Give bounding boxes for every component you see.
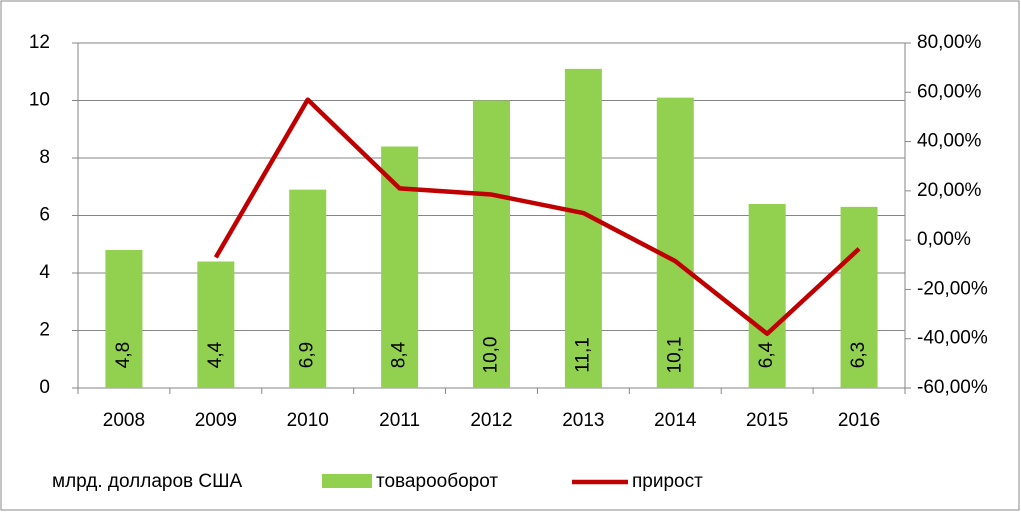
y2-tick-label: -40,00% (917, 328, 988, 349)
bar (105, 250, 143, 388)
value-label: 6,9 (297, 342, 318, 368)
bar (748, 204, 786, 388)
legend-label: прирост (632, 471, 703, 492)
y2-tick-label: 0,00% (917, 229, 971, 250)
x-tick-label: 2012 (470, 410, 512, 431)
bar (197, 261, 235, 388)
value-label: 10,1 (664, 337, 685, 374)
x-tick-label: 2010 (287, 410, 329, 431)
y-tick-label: 12 (29, 32, 50, 53)
bar (564, 68, 602, 388)
value-label: 4,4 (205, 341, 226, 368)
y-tick-label: 0 (39, 377, 50, 398)
value-label: 11,1 (572, 337, 593, 373)
y-tick-label: 8 (39, 147, 50, 168)
line (213, 97, 861, 337)
y2-tick-label: 20,00% (917, 180, 982, 201)
legend-swatch (322, 474, 372, 488)
bar (656, 97, 694, 388)
x-tick-label: 2015 (746, 410, 788, 431)
y2-tick-label: -60,00% (917, 377, 988, 398)
y-tick-label: 4 (39, 262, 50, 283)
y2-tick-label: 60,00% (917, 81, 982, 102)
bar (840, 206, 878, 388)
y-tick-label: 6 (39, 205, 50, 226)
value-label: 6,3 (848, 342, 869, 368)
y2-tick-label: 80,00% (917, 32, 982, 53)
value-label: 8,4 (389, 341, 410, 368)
x-tick-label: 2014 (654, 410, 697, 431)
legend-label: товарооборот (376, 471, 498, 492)
bar (473, 100, 510, 388)
y-tick-label: 2 (39, 320, 50, 341)
y2-tick-label: -20,00% (917, 278, 988, 299)
x-tick-label: 2009 (195, 410, 237, 431)
x-tick-label: 2016 (838, 410, 880, 431)
x-tick-label: 2013 (562, 410, 604, 431)
y-axis-label: млрд. долларов США (52, 471, 243, 492)
x-tick-label: 2011 (379, 410, 420, 431)
y-tick-label: 10 (29, 90, 50, 111)
value-label: 10,0 (481, 337, 502, 374)
y2-tick-label: 40,00% (917, 131, 982, 152)
bar (289, 189, 327, 388)
x-tick-label: 2008 (103, 410, 145, 431)
value-label: 4,8 (113, 342, 134, 368)
value-label: 6,4 (756, 341, 777, 368)
